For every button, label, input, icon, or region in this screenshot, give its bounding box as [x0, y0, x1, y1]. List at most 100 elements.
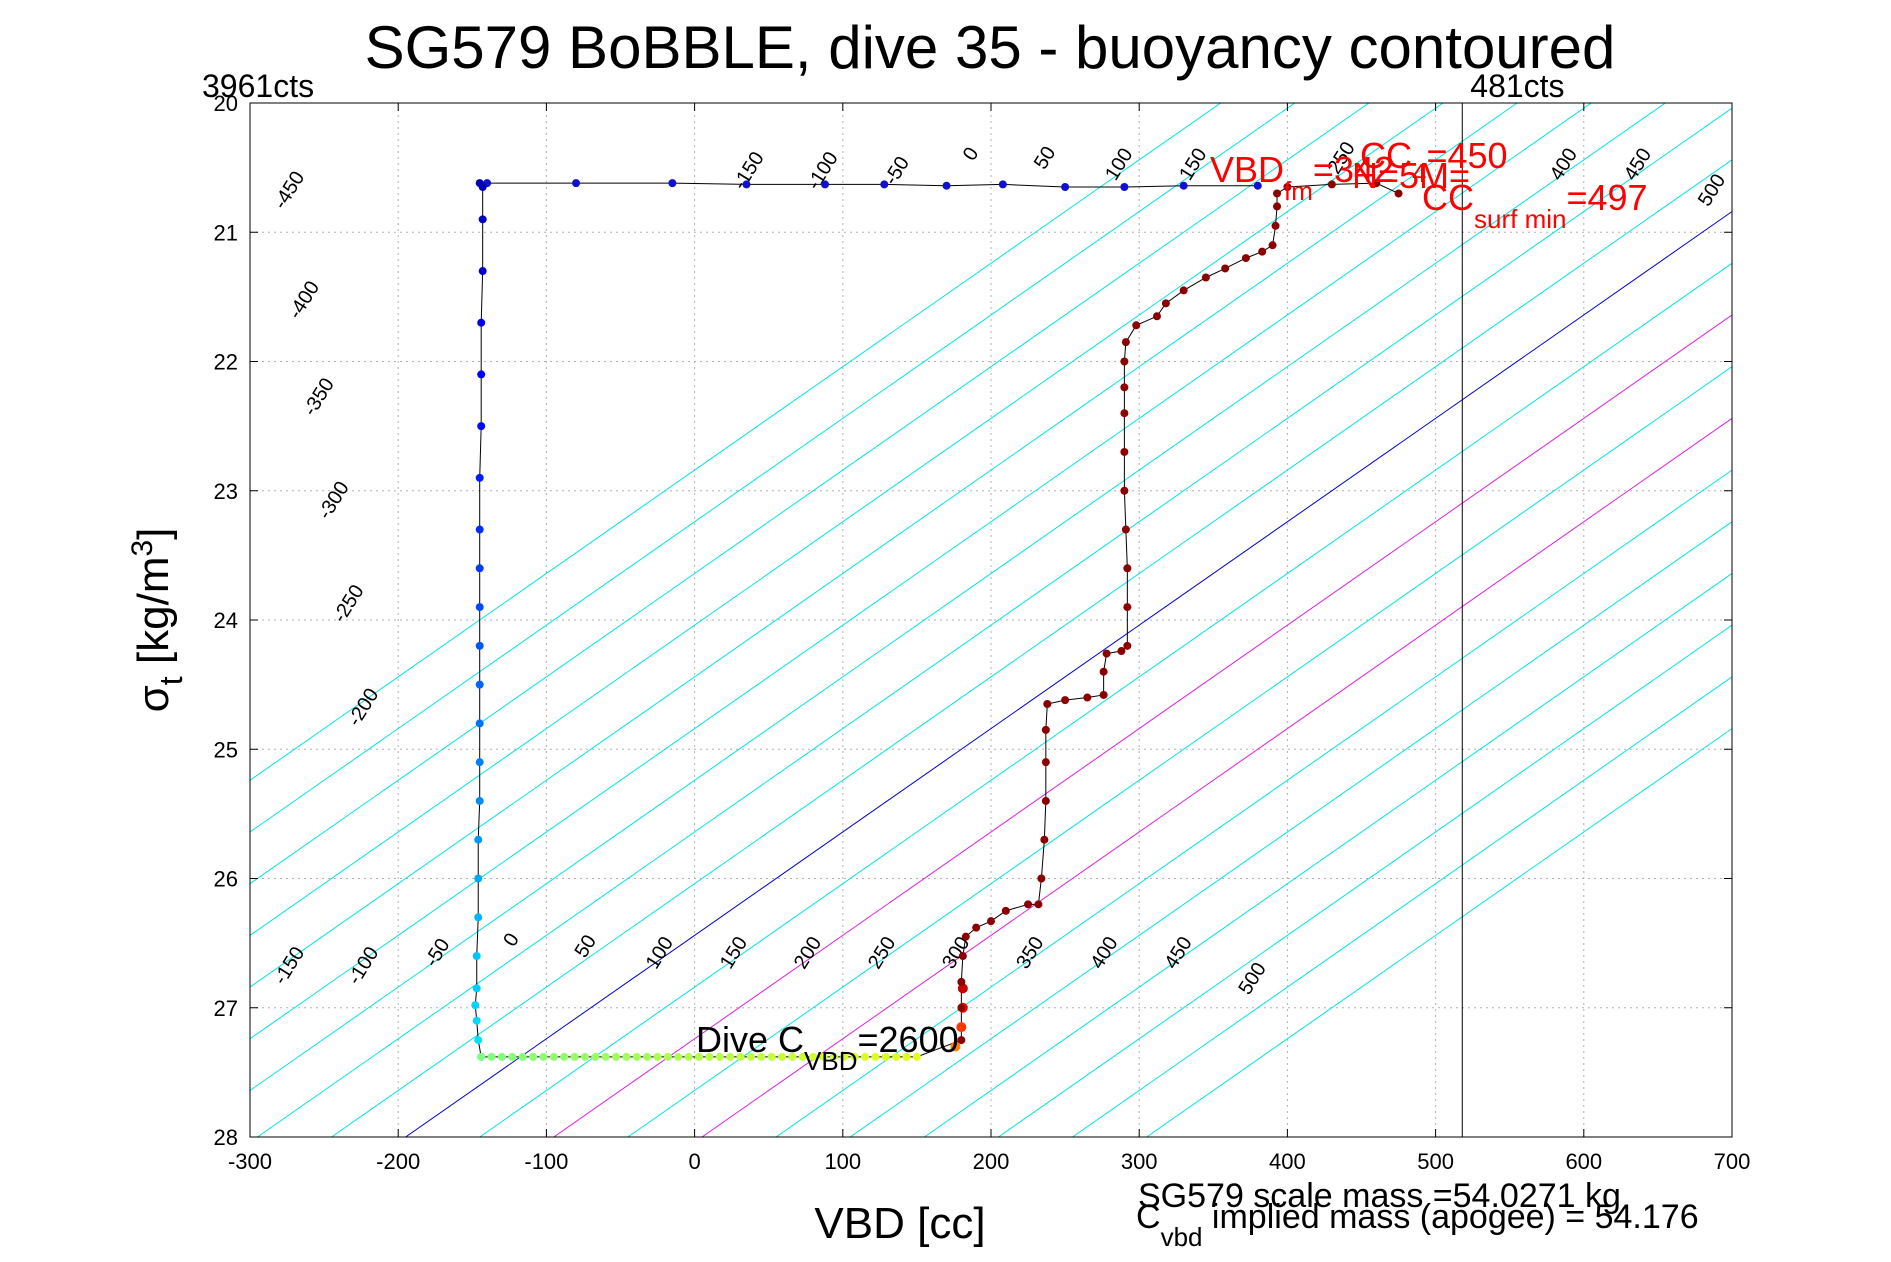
climb-point	[1041, 796, 1050, 805]
apogee-point	[560, 1052, 569, 1061]
count-label: 3961cts	[202, 68, 314, 104]
apogee-point	[653, 1052, 662, 1061]
contour-line	[1072, 676, 1732, 1137]
climb-point	[1221, 264, 1230, 273]
dive-point	[478, 267, 487, 276]
contour-line	[479, 262, 1732, 1137]
apogee-point	[861, 1052, 870, 1061]
apogee-point	[612, 1052, 621, 1061]
cc-surf-min-main: CC	[1422, 177, 1474, 218]
climb-point	[1201, 273, 1210, 282]
climb-point	[1041, 725, 1050, 734]
climb-point	[1099, 667, 1108, 676]
x-tick-label: -300	[228, 1149, 272, 1174]
apogee-point	[798, 1052, 807, 1061]
buoyancy-contours	[250, 103, 1732, 1137]
y-label-sub: t	[153, 676, 189, 685]
climb-point	[1041, 758, 1050, 767]
apogee-point	[580, 1052, 589, 1061]
climb-point	[1273, 202, 1282, 211]
dive-point	[472, 984, 481, 993]
apogee-point	[695, 1052, 704, 1061]
vbd-fm-value: =342	[1313, 149, 1394, 190]
implied-mass-note: Cvbd implied mass (apogee) = 54.176	[1136, 1198, 1699, 1252]
contour-line	[998, 624, 1732, 1137]
apogee-point	[705, 1052, 714, 1061]
dive-point	[475, 680, 484, 689]
contour-line	[1146, 727, 1732, 1137]
climb-point	[1117, 647, 1126, 656]
dive-point	[474, 835, 483, 844]
scale-mass-note: SG579 scale mass =54.0271 kg	[1138, 1177, 1621, 1215]
x-axis-ticks: -300 -200 -100 0 100 200 300 400 500 600 700	[228, 103, 1750, 1174]
dive-c-vbd-annotation: Dive CVBD=2600	[696, 1019, 959, 1076]
climb-point	[1283, 183, 1292, 192]
y-tick-label: 28	[214, 1125, 238, 1150]
surface-point	[998, 180, 1007, 189]
dive-point	[472, 1016, 481, 1025]
dive-point	[475, 796, 484, 805]
climb-point	[1327, 180, 1336, 189]
zero-buoyancy-line	[405, 210, 1732, 1137]
climb-point	[1024, 900, 1033, 909]
contour-line	[250, 103, 1370, 885]
contour-line	[257, 107, 1732, 1137]
apogee-point	[715, 1052, 724, 1061]
climb-point	[1001, 906, 1010, 915]
climb-point	[1273, 189, 1282, 198]
surface-point	[942, 181, 951, 190]
dive-point	[477, 422, 486, 431]
apogee-point	[539, 1052, 548, 1061]
cc-surf-min-sub: surf min	[1474, 204, 1566, 234]
apogee-point	[726, 1052, 735, 1061]
climb-point	[1102, 649, 1111, 658]
climb-point	[1120, 357, 1129, 366]
x-tick-label: 0	[688, 1149, 700, 1174]
climb-point	[1152, 312, 1161, 321]
apogee-point	[892, 1052, 901, 1061]
apogee-point	[840, 1052, 849, 1061]
contour-line	[775, 469, 1732, 1137]
dive-point	[475, 719, 484, 728]
cc-n-annotation: N=5M=	[1352, 155, 1470, 196]
implied-mass-main: C	[1136, 1198, 1161, 1236]
climb-point	[1120, 447, 1129, 456]
apogee-point	[850, 1052, 859, 1061]
apogee-point	[518, 1052, 527, 1061]
climb-point	[1241, 254, 1250, 263]
surface-point	[821, 180, 830, 189]
implied-mass-rest: implied mass (apogee) = 54.176	[1202, 1198, 1698, 1236]
dive-c-vbd-value: =2600	[858, 1019, 959, 1060]
magenta-contour-line	[553, 314, 1732, 1137]
climb-point	[961, 932, 970, 941]
apogee-point	[757, 1052, 766, 1061]
climb-point	[1083, 693, 1092, 702]
climb-point	[1043, 700, 1052, 709]
climb-point	[1099, 690, 1108, 699]
climb-point	[1123, 564, 1132, 573]
surface-point	[572, 179, 581, 188]
implied-mass-sub: vbd	[1161, 1222, 1203, 1252]
contour-line	[250, 103, 1666, 1092]
x-tick-label: 300	[1121, 1149, 1158, 1174]
y-tick-label: 24	[214, 608, 238, 633]
magenta-contour-line	[701, 417, 1732, 1137]
apogee-point	[529, 1052, 538, 1061]
contour-line	[250, 103, 1518, 988]
dive-point	[474, 913, 483, 922]
cc-4-value: =450	[1426, 135, 1507, 176]
cc-4-annotation: CC4=450	[1360, 135, 1508, 188]
surface-point	[1179, 181, 1188, 190]
climb-point	[1123, 641, 1132, 650]
contour-line	[849, 521, 1732, 1137]
apogee-point	[549, 1052, 558, 1061]
x-tick-label: 400	[1269, 1149, 1306, 1174]
apogee-point	[778, 1052, 787, 1061]
chart-title: SG579 BoBBLE, dive 35 - buoyancy contour…	[365, 14, 1616, 81]
dive-point	[471, 1001, 480, 1010]
climb-transition-point	[957, 983, 968, 994]
x-tick-label: -100	[524, 1149, 568, 1174]
climb-point	[1040, 835, 1049, 844]
climb-point	[1372, 179, 1381, 188]
